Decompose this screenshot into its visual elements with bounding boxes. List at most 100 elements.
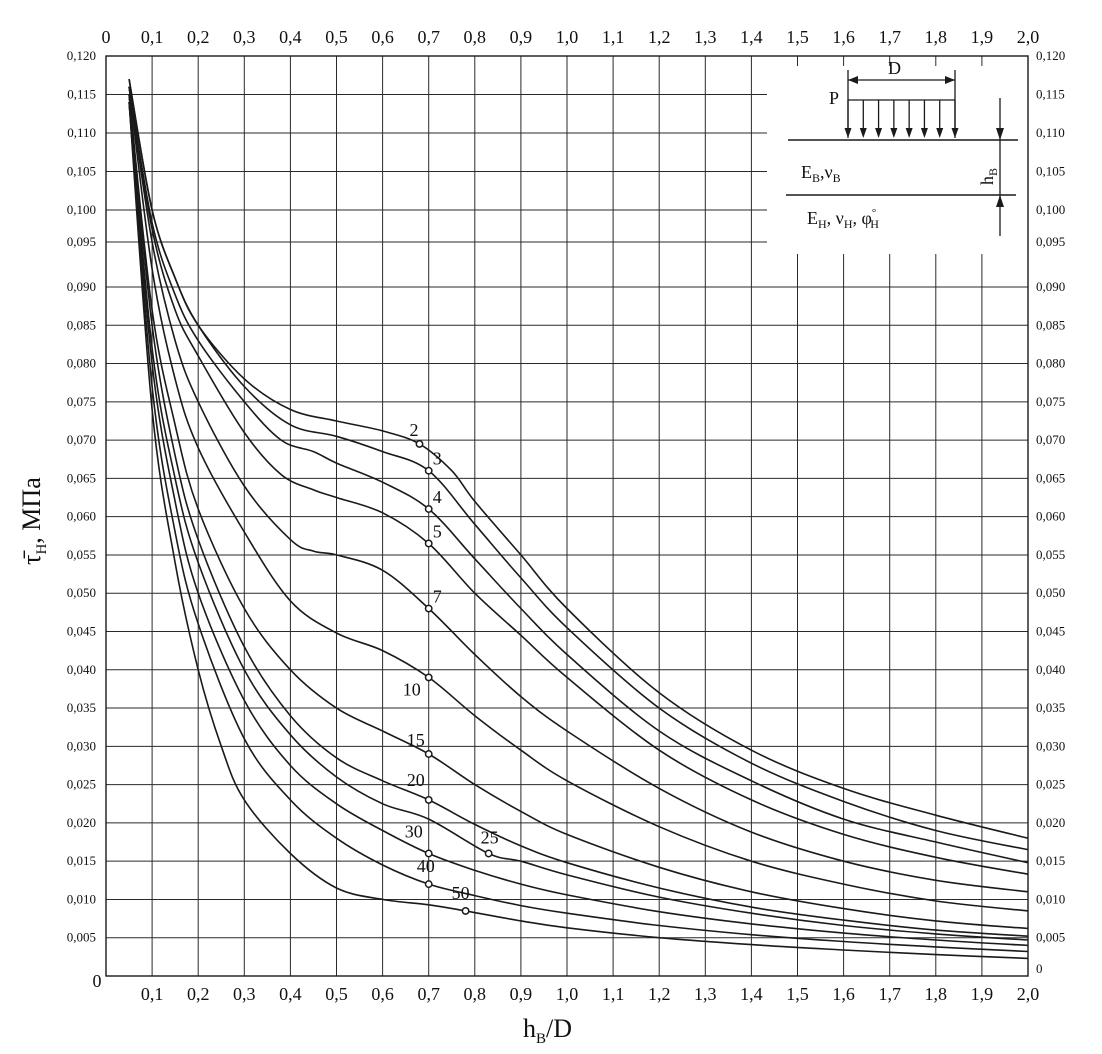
curve-line-25 (128, 94, 1029, 941)
curve-label-20: 20 (407, 770, 425, 790)
load-arrow-head (936, 128, 944, 138)
load-arrow-head (859, 128, 867, 138)
y-tick-label-right: 0,035 (1036, 700, 1065, 715)
upper-nu-sub: В (833, 171, 841, 185)
y-tick-label-right: 0,075 (1036, 394, 1065, 409)
curve-marker-50 (461, 906, 470, 915)
lower-phi-sub: Н (870, 217, 879, 231)
y-tick-label-left: 0,055 (67, 547, 96, 562)
y-tick-label-left: 0,005 (67, 930, 96, 945)
y-tick-label-right: 0,080 (1036, 356, 1065, 371)
x-tick-label-bottom: 0,3 (233, 984, 256, 1004)
x-tick-label-bottom: 1,0 (556, 984, 579, 1004)
y-title-sub: Н (34, 544, 50, 555)
y-tick-label-left: 0,050 (67, 585, 96, 600)
load-arrow-head (875, 128, 883, 138)
diameter-label: D (888, 58, 901, 78)
load-label: P (829, 88, 839, 108)
x-tick-label-top: 0,7 (417, 27, 440, 47)
lower-sep1: , (827, 208, 836, 228)
x-tick-label-bottom: 0,7 (417, 984, 440, 1004)
x-tick-label-bottom: 0,9 (510, 984, 533, 1004)
curve-line-3 (128, 78, 1029, 851)
curve-marker-40 (424, 880, 433, 889)
x-title-rest: /D (546, 1014, 572, 1043)
x-tick-label-top: 2,0 (1017, 27, 1040, 47)
curve-label-7: 7 (433, 587, 442, 607)
x-tick-label-bottom: 1,4 (740, 984, 763, 1004)
y-tick-label-left: 0,120 (67, 48, 96, 63)
y-tick-label-right: 0,120 (1036, 48, 1065, 63)
y-tick-label-left: 0,080 (67, 356, 96, 371)
curve-label-2: 2 (409, 420, 418, 440)
thickness-arrow-bottom (996, 195, 1004, 207)
y-tick-label-left: 0,085 (67, 317, 96, 332)
lower-nu: ν (836, 208, 844, 228)
x-tick-label-top: 1,8 (925, 27, 948, 47)
curve-label-15: 15 (407, 730, 425, 750)
x-tick-label-bottom: 0,2 (187, 984, 210, 1004)
y-tick-label-left: 0,035 (67, 700, 96, 715)
upper-sep: , (820, 162, 825, 182)
y-tick-label-right: 0,085 (1036, 317, 1065, 332)
y-tick-label-right: 0,115 (1036, 87, 1065, 102)
x-tick-label-bottom: 0,5 (325, 984, 348, 1004)
y-tick-label-left: 0,075 (67, 394, 96, 409)
y-tick-label-left: 0,100 (67, 202, 96, 217)
y-tick-label-left: 0,020 (67, 815, 96, 830)
lower-sep2: , (852, 208, 861, 228)
x-tick-label-bottom: 1,8 (925, 984, 948, 1004)
y-tick-label-left: 0,025 (67, 777, 96, 792)
x-tick-label-top: 0,6 (371, 27, 394, 47)
y-tick-label-left: 0,115 (67, 87, 96, 102)
x-tick-label-top: 1,5 (786, 27, 809, 47)
curve-marker-2 (415, 439, 424, 448)
y-tick-label-right: 0,055 (1036, 547, 1065, 562)
load-arrow-head (920, 128, 928, 138)
y-tick-label-left: 0,040 (67, 662, 96, 677)
x-tick-label-top: 1,1 (602, 27, 625, 47)
curve-label-25: 25 (481, 828, 499, 848)
y-tick-label-right: 0,025 (1036, 777, 1065, 792)
y-tick-label-left: 0,045 (67, 624, 96, 639)
y-tick-label-right: 0,040 (1036, 662, 1065, 677)
curve-marker-3 (424, 466, 433, 475)
x-tick-label-top: 1,7 (878, 27, 901, 47)
curve-label-40: 40 (417, 856, 435, 876)
x-tick-label-bottom: 0,6 (371, 984, 394, 1004)
y-tick-label-left: 0,105 (67, 164, 96, 179)
x-tick-label-bottom: 1,6 (832, 984, 855, 1004)
y-axis-title: τ̄Н, МПа (17, 477, 50, 565)
x-tick-label-top: 0,4 (279, 27, 302, 47)
x-tick-label-top: 0,1 (141, 27, 164, 47)
x-tick-label-top: 0,3 (233, 27, 256, 47)
x-tick-label-bottom: 0,8 (464, 984, 487, 1004)
curve-marker-25 (484, 849, 493, 858)
x-tick-label-bottom: 1,9 (971, 984, 994, 1004)
curve-label-30: 30 (405, 822, 423, 842)
y-tick-label-right: 0,090 (1036, 279, 1065, 294)
x-tick-label-top: 0,8 (464, 27, 487, 47)
y-axis-right: 0 0,005 0,010 0,015 0,020 0,025 0,030 0,035 0,04… (1036, 48, 1065, 976)
y-tick-label-left: 0,065 (67, 470, 96, 485)
thickness-arrow-top (996, 128, 1004, 140)
thickness-sub: В (986, 168, 1000, 176)
lower-e-sub: Н (818, 217, 827, 231)
y-tick-label-right: 0,060 (1036, 509, 1065, 524)
thickness-label: hВ (977, 168, 1000, 185)
curve-line-40 (128, 102, 1029, 953)
x-tick-label-bottom: 1,5 (786, 984, 809, 1004)
y-tick-label-left: 0,010 (67, 891, 96, 906)
upper-e-sub: В (812, 171, 820, 185)
curve-marker-15 (424, 750, 433, 758)
x-tick-label-bottom: 2,0 (1017, 984, 1040, 1004)
x-tick-label-bottom: 1,7 (878, 984, 901, 1004)
y-tick-label-left: 0,030 (67, 738, 96, 753)
curve-label-4: 4 (433, 487, 442, 507)
lower-e: E (807, 208, 818, 228)
x-tick-label-bottom: 1,3 (694, 984, 717, 1004)
upper-e: E (801, 162, 812, 182)
grid (106, 56, 1028, 976)
y-tick-label-right: 0,070 (1036, 432, 1065, 447)
